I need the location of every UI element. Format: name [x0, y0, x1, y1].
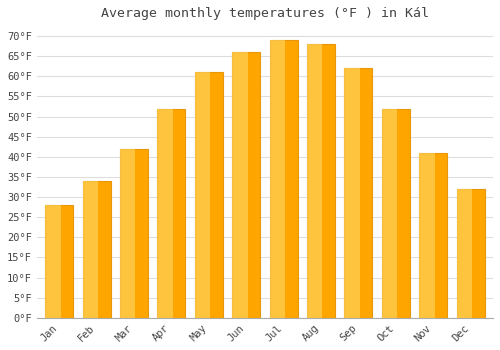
Bar [419, 153, 434, 318]
Bar [45, 205, 60, 318]
Bar [307, 44, 335, 318]
Bar [195, 72, 223, 318]
Bar [419, 153, 447, 318]
Bar [456, 189, 484, 318]
Bar [120, 149, 136, 318]
Bar [45, 205, 74, 318]
Bar [307, 44, 322, 318]
Bar [232, 52, 260, 318]
Bar [382, 108, 410, 318]
Bar [82, 181, 98, 318]
Bar [382, 108, 397, 318]
Bar [270, 40, 297, 318]
Bar [158, 108, 186, 318]
Title: Average monthly temperatures (°F ) in Kál: Average monthly temperatures (°F ) in Ká… [101, 7, 429, 20]
Bar [158, 108, 173, 318]
Bar [344, 68, 360, 318]
Bar [232, 52, 248, 318]
Bar [120, 149, 148, 318]
Bar [344, 68, 372, 318]
Bar [456, 189, 472, 318]
Bar [270, 40, 285, 318]
Bar [195, 72, 210, 318]
Bar [82, 181, 110, 318]
